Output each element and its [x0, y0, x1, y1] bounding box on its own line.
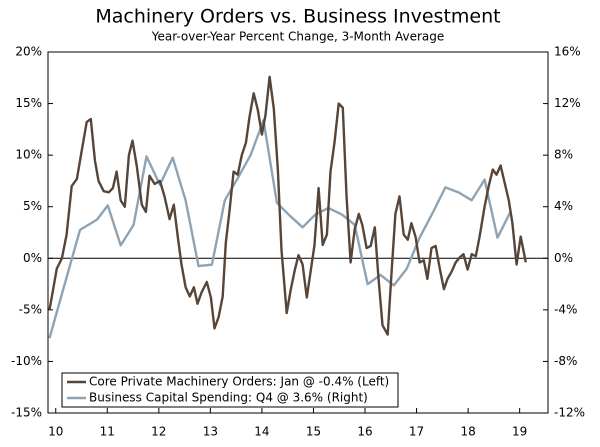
- y-tick-label: -15%: [11, 406, 42, 420]
- x-tick-label: 16: [357, 425, 372, 439]
- y-tick-label: 20%: [15, 45, 42, 59]
- y-tick-label: -5%: [19, 302, 42, 316]
- y2-tick-label: -4%: [554, 302, 577, 316]
- y2-tick-label: 8%: [554, 148, 573, 162]
- series-line: [48, 119, 512, 339]
- x-tick-label: 11: [100, 425, 115, 439]
- x-tick-label: 12: [151, 425, 166, 439]
- y-tick-label: -10%: [11, 354, 42, 368]
- x-tick-label: 15: [306, 425, 321, 439]
- y2-tick-label: -12%: [554, 406, 585, 420]
- y2-tick-label: 0%: [554, 251, 573, 265]
- plot-frame: [47, 51, 549, 414]
- x-tick-label: 14: [254, 425, 269, 439]
- x-tick-label: 19: [512, 425, 527, 439]
- y2-tick-label: -8%: [554, 354, 577, 368]
- x-tick-label: 18: [460, 425, 475, 439]
- y-tick-label: 10%: [15, 148, 42, 162]
- series-line: [48, 75, 527, 336]
- x-tick-label: 17: [409, 425, 424, 439]
- y2-tick-label: 16%: [554, 45, 581, 59]
- chart-subtitle: Year-over-Year Percent Change, 3-Month A…: [151, 30, 445, 44]
- y-tick-label: 15%: [15, 96, 42, 110]
- chart-title: Machinery Orders vs. Business Investment: [95, 6, 500, 28]
- y2-tick-label: 12%: [554, 96, 581, 110]
- legend-label: Core Private Machinery Orders: Jan @ -0.…: [89, 375, 389, 389]
- y-tick-label: 0%: [23, 251, 42, 265]
- y2-tick-label: 4%: [554, 199, 573, 213]
- legend-box: [61, 372, 399, 408]
- x-tick-label: 10: [48, 425, 63, 439]
- y-tick-label: 5%: [23, 199, 42, 213]
- x-tick-label: 13: [203, 425, 218, 439]
- legend-label: Business Capital Spending: Q4 @ 3.6% (Ri…: [89, 391, 368, 405]
